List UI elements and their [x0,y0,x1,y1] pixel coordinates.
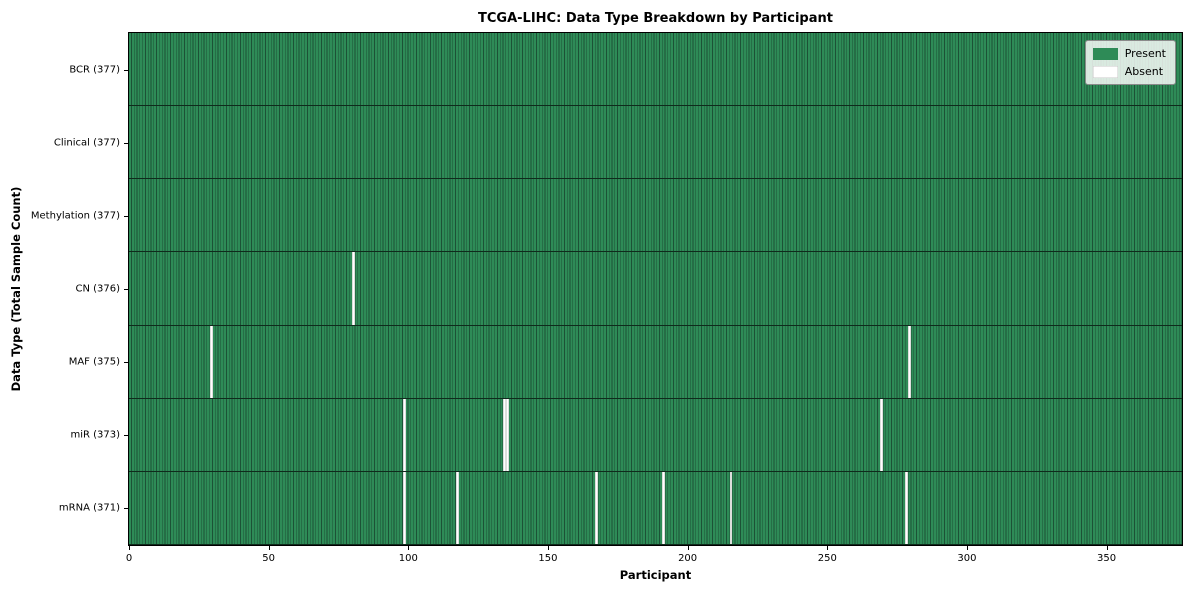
heatmap-row-mrna [129,471,1182,545]
absent-stripe [595,471,599,544]
y-tick-mark [124,142,128,144]
absent-stripe [402,471,406,544]
x-tick-label: 50 [262,553,276,564]
legend-label-present: Present [1124,47,1166,60]
heatmap-row-mir [129,398,1182,472]
x-tick-label: 0 [125,553,133,564]
heatmap-row-bcr [129,33,1182,107]
x-tick-label: 350 [1097,553,1117,564]
legend-entry-present: Present [1092,47,1166,60]
legend-entry-absent: Absent [1092,65,1166,78]
x-tick-label: 100 [398,553,418,564]
y-tick-label: CN (376) [75,283,120,295]
x-tick-mark [408,546,410,550]
y-tick-mark [124,69,128,71]
absent-stripe [662,471,666,544]
heatmap-row-clinical [129,106,1182,180]
absent-stripe [352,252,356,325]
absent-stripe [503,398,507,471]
legend-swatch-absent-icon [1092,65,1118,78]
x-tick-label: 300 [957,553,977,564]
y-tick-label: Clinical (377) [53,137,120,149]
y-tick-mark [124,362,128,364]
absent-stripe [506,398,509,471]
y-tick-mark [124,508,128,510]
y-tick-label: mRNA (371) [58,502,120,514]
legend-swatch-present-icon [1092,47,1118,60]
y-tick-mark [124,435,128,437]
absent-stripe [402,398,406,471]
y-tick-mark [124,289,128,290]
x-axis-label: Participant [619,568,692,582]
x-tick-label: 200 [678,553,698,564]
legend-label-absent: Absent [1124,65,1164,78]
y-axis-label: Data Type (Total Sample Count) [9,186,23,392]
absent-stripe [210,325,213,398]
absent-stripe [905,471,909,544]
x-tick-label: 150 [538,553,558,564]
x-tick-mark [966,546,968,550]
y-tick-label: BCR (377) [69,64,120,76]
heatmap-row-cn [129,252,1182,326]
heatmap-row-methylation [129,179,1182,253]
y-tick-label: miR (373) [70,429,120,441]
x-tick-mark [547,546,549,550]
legend: Present Absent [1084,40,1176,85]
x-tick-mark [1106,546,1108,550]
y-tick-label: Methylation (377) [30,210,120,222]
absent-stripe [908,325,912,398]
x-tick-mark [268,546,270,550]
x-tick-mark [687,546,689,550]
y-tick-label: MAF (375) [68,356,120,368]
plot-area: Present Absent BCR (377) Clinical (377) Me… [31,33,1182,564]
chart-title: TCGA-LIHC: Data Type Breakdown by Partic… [478,11,833,26]
absent-stripe [729,471,733,544]
absent-stripe [455,471,459,544]
absent-stripe [880,398,884,471]
heatmap-row-maf [129,325,1182,399]
y-tick-mark [124,215,128,217]
x-tick-mark [129,546,130,550]
x-tick-mark [827,546,829,550]
x-tick-label: 250 [817,553,837,564]
